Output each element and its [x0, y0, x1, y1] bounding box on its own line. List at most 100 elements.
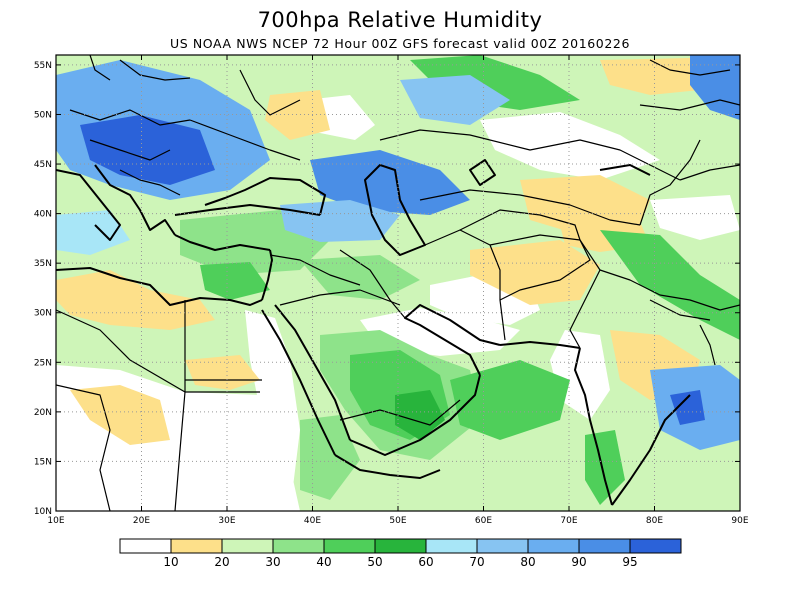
border-iran-east [489, 244, 506, 341]
grid-lines [56, 55, 740, 511]
legend-swatch [578, 538, 631, 554]
coast-india-west [574, 347, 613, 506]
region-yellow-mongolia [600, 58, 700, 95]
border-saudi-yemen [339, 399, 461, 426]
border-scandinavia [89, 55, 111, 81]
x-tick-label: 70E [560, 516, 577, 526]
border-algeria [56, 309, 186, 393]
map-subtitle: US NOAA NWS NCEP 72 Hour 00Z GFS forecas… [169, 36, 631, 51]
y-tick-label: 40N [34, 210, 52, 220]
legend-swatch [119, 538, 172, 554]
region-green-east-africa [300, 415, 360, 500]
y-tick-label: 55N [34, 61, 52, 71]
border-baltic [119, 59, 191, 81]
border-europe-1 [69, 109, 191, 126]
y-tick-label: 45N [34, 160, 52, 170]
border-sudan [174, 391, 186, 511]
x-tick-label: 90E [731, 516, 748, 526]
y-tick-label: 35N [34, 259, 52, 269]
y-tick-label: 20N [34, 408, 52, 418]
y-tick-label: 10N [34, 507, 52, 517]
x-tick-label: 30E [218, 516, 235, 526]
region-green-iraq [300, 255, 420, 300]
border-nepal [649, 299, 711, 321]
axes: 10E 20E 30E 40E 50E 60E 70E 80E 90E 10N 15N 20N 25N 3… [34, 55, 749, 526]
border-china-mid [679, 164, 740, 181]
region-lightblue-caucasus [280, 200, 400, 242]
coast-black-sea [204, 177, 326, 216]
legend-swatch [272, 538, 325, 554]
region-darkgreen-arabia [395, 390, 445, 440]
x-tick-label: 40E [304, 516, 321, 526]
border-ukraine [189, 119, 301, 161]
coast-horn-africa [334, 454, 441, 479]
region-blue-northeast [690, 55, 740, 120]
coast-balkhash [599, 164, 651, 176]
coast-aral [469, 159, 496, 186]
region-yellow-sahara-west [70, 385, 170, 445]
border-russia-west [239, 69, 301, 116]
coast-turkey-south [174, 234, 271, 251]
border-europe-2 [89, 139, 171, 161]
region-darkblue-europe [80, 115, 215, 185]
x-tick-label: 10E [47, 516, 64, 526]
region-yellow-central-asia [520, 175, 650, 235]
color-legend: 10 20 30 40 50 60 70 80 90 95 [119, 538, 682, 569]
x-tick-label: 80E [646, 516, 663, 526]
region-yellow-nafrica [56, 270, 215, 330]
border-china-india [599, 269, 740, 311]
legend-swatch [323, 538, 376, 554]
coast-italy [56, 169, 121, 241]
coast-red-sea-east [274, 304, 351, 441]
legend-label: 80 [520, 555, 535, 569]
coast-mediterranean-south [56, 267, 263, 306]
coast-arabia-south [349, 374, 481, 456]
y-tick-label: 15N [34, 457, 52, 467]
region-lightblue-russia [400, 75, 510, 125]
legend-label: 60 [418, 555, 433, 569]
border-china-west [639, 139, 701, 226]
border-saudi-north [279, 289, 401, 306]
region-green-arabian-sea [450, 360, 570, 440]
coast-india-east [611, 394, 691, 506]
border-pakistan-india [569, 239, 601, 349]
border-kazakh-south [419, 189, 641, 226]
region-paleblue-westmed [56, 210, 130, 255]
border-uzbek [459, 209, 581, 241]
y-tick-label: 25N [34, 358, 52, 368]
region-green-levant [200, 262, 270, 300]
coast-greece-balkans [94, 164, 176, 236]
borders [56, 55, 740, 511]
y-tick-label: 30N [34, 309, 52, 319]
y-tick-label: 50N [34, 110, 52, 120]
legend-label: 50 [367, 555, 382, 569]
coast-iran-south [499, 341, 581, 349]
region-yellow-russia [265, 90, 330, 140]
legend-label: 95 [622, 555, 637, 569]
map-title: 700hpa Relative Humidity [257, 8, 543, 32]
region-green-india [585, 430, 625, 505]
legend-swatch [425, 538, 478, 554]
legend-label: 90 [571, 555, 586, 569]
region-darkblue-bay-bengal [670, 390, 705, 425]
region-white-kazakh [480, 112, 660, 180]
coast-turkey-north [174, 204, 321, 216]
coastlines [56, 159, 691, 506]
border-mongolia-china [639, 99, 740, 111]
x-tick-label: 50E [389, 516, 406, 526]
legend-swatch [527, 538, 580, 554]
legend-label: 10 [163, 555, 178, 569]
coast-caspian [364, 164, 426, 256]
x-tick-label: 60E [475, 516, 492, 526]
region-white-tibet [650, 195, 740, 240]
border-kazakh-north [379, 129, 681, 181]
border-balkans [119, 169, 181, 196]
legend-swatch [374, 538, 427, 554]
border-bangladesh [699, 324, 716, 366]
legend-swatch [629, 538, 682, 554]
x-tick-label: 20E [133, 516, 150, 526]
region-yellow-iran [470, 240, 600, 305]
coast-red-sea-west [261, 309, 336, 456]
border-west-africa [56, 384, 111, 511]
